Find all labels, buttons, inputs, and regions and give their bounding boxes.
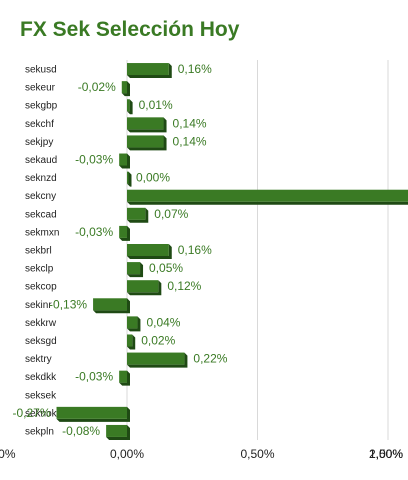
bar (127, 280, 159, 293)
x-tick-labels: -0,50% 0,00% 0,50% 1,00%1,50%2,00% (0, 447, 403, 461)
value-label: 0,16% (178, 62, 212, 76)
bar (127, 171, 129, 184)
bar (56, 406, 127, 419)
bar (127, 262, 141, 275)
bar-shadow (127, 201, 408, 205)
bar (93, 298, 127, 311)
value-label: -0,02% (78, 80, 116, 94)
bar-shadow (121, 81, 130, 97)
bar (127, 316, 138, 329)
category-label: sekcop (25, 282, 57, 293)
value-label: -0,03% (75, 153, 113, 167)
bar (127, 244, 169, 256)
value-label: -0,08% (62, 424, 100, 438)
bar (127, 207, 146, 220)
category-label: sekchf (25, 119, 54, 130)
category-label: sekkrw (25, 318, 57, 329)
value-label: 0,00% (136, 171, 170, 185)
bar (127, 334, 133, 347)
category-labels: sekusd sekeur sekgbp sekchf sekjpy sekaud sekn… (25, 65, 59, 438)
bar-shadow (127, 334, 136, 350)
bar (127, 117, 164, 130)
category-label: sekbrl (25, 246, 52, 257)
category-label: sekclp (25, 264, 54, 275)
value-label: 0,14% (173, 134, 207, 148)
value-label: 0,01% (139, 98, 173, 112)
category-label: sekcny (25, 191, 56, 202)
x-tick-label: 0,00% (110, 447, 144, 461)
bar (127, 189, 408, 202)
value-label: 0,16% (178, 243, 212, 257)
bar (119, 153, 127, 166)
category-label: sekdkk (25, 372, 57, 383)
x-tick-label: 1,50% (369, 447, 403, 461)
bar (121, 81, 127, 94)
bar-shadow (127, 171, 132, 187)
bar (127, 99, 130, 112)
bar (127, 135, 164, 148)
category-label: sekgbp (25, 101, 58, 112)
bar-shadow (119, 225, 130, 241)
bar (106, 424, 127, 437)
category-label: sekaud (25, 155, 57, 166)
category-label: sekjpy (25, 137, 53, 148)
category-label: sekpln (25, 426, 54, 437)
value-label: 0,14% (173, 116, 207, 130)
category-label: sekcad (25, 209, 57, 220)
bar (119, 370, 127, 383)
value-label: 0,12% (167, 279, 201, 293)
value-label: -0,03% (75, 370, 113, 384)
chart-title: FX Sek Selección Hoy (20, 18, 240, 41)
bar (127, 63, 169, 76)
category-label: seksgd (25, 336, 57, 347)
bar-shadow (127, 99, 133, 115)
value-label: 0,05% (149, 261, 183, 275)
x-tick-label: -0,50% (0, 447, 16, 461)
category-label: seknzd (25, 173, 57, 184)
category-label: sektry (25, 354, 52, 365)
value-label: -0,27% (12, 406, 50, 420)
category-label: seknok (25, 408, 58, 419)
x-tick-label: 0,50% (240, 447, 274, 461)
value-label: 0,22% (193, 352, 227, 366)
category-label: sekusd (25, 65, 57, 76)
x-tick-label: 2,00% (369, 447, 403, 461)
bar (127, 352, 185, 365)
category-label: seksek (25, 390, 57, 401)
value-label: 0,04% (146, 315, 180, 329)
category-label: sekinr (25, 300, 52, 311)
value-label: 0,07% (154, 207, 188, 221)
value-label: -0,03% (75, 225, 113, 239)
x-tick-label: 1,00% (369, 447, 403, 461)
bar (119, 225, 127, 238)
bar-shadow (119, 153, 130, 169)
bar-shadow (119, 370, 130, 386)
category-label: sekmxn (25, 227, 59, 238)
value-label: 0,02% (141, 333, 175, 347)
value-label: -0,13% (49, 297, 87, 311)
value-labels: 0,16%-0,02%0,01%0,14%0,14%-0,03%0,00%1,9… (12, 62, 227, 438)
category-label: sekeur (25, 83, 56, 94)
bars (56, 63, 408, 440)
